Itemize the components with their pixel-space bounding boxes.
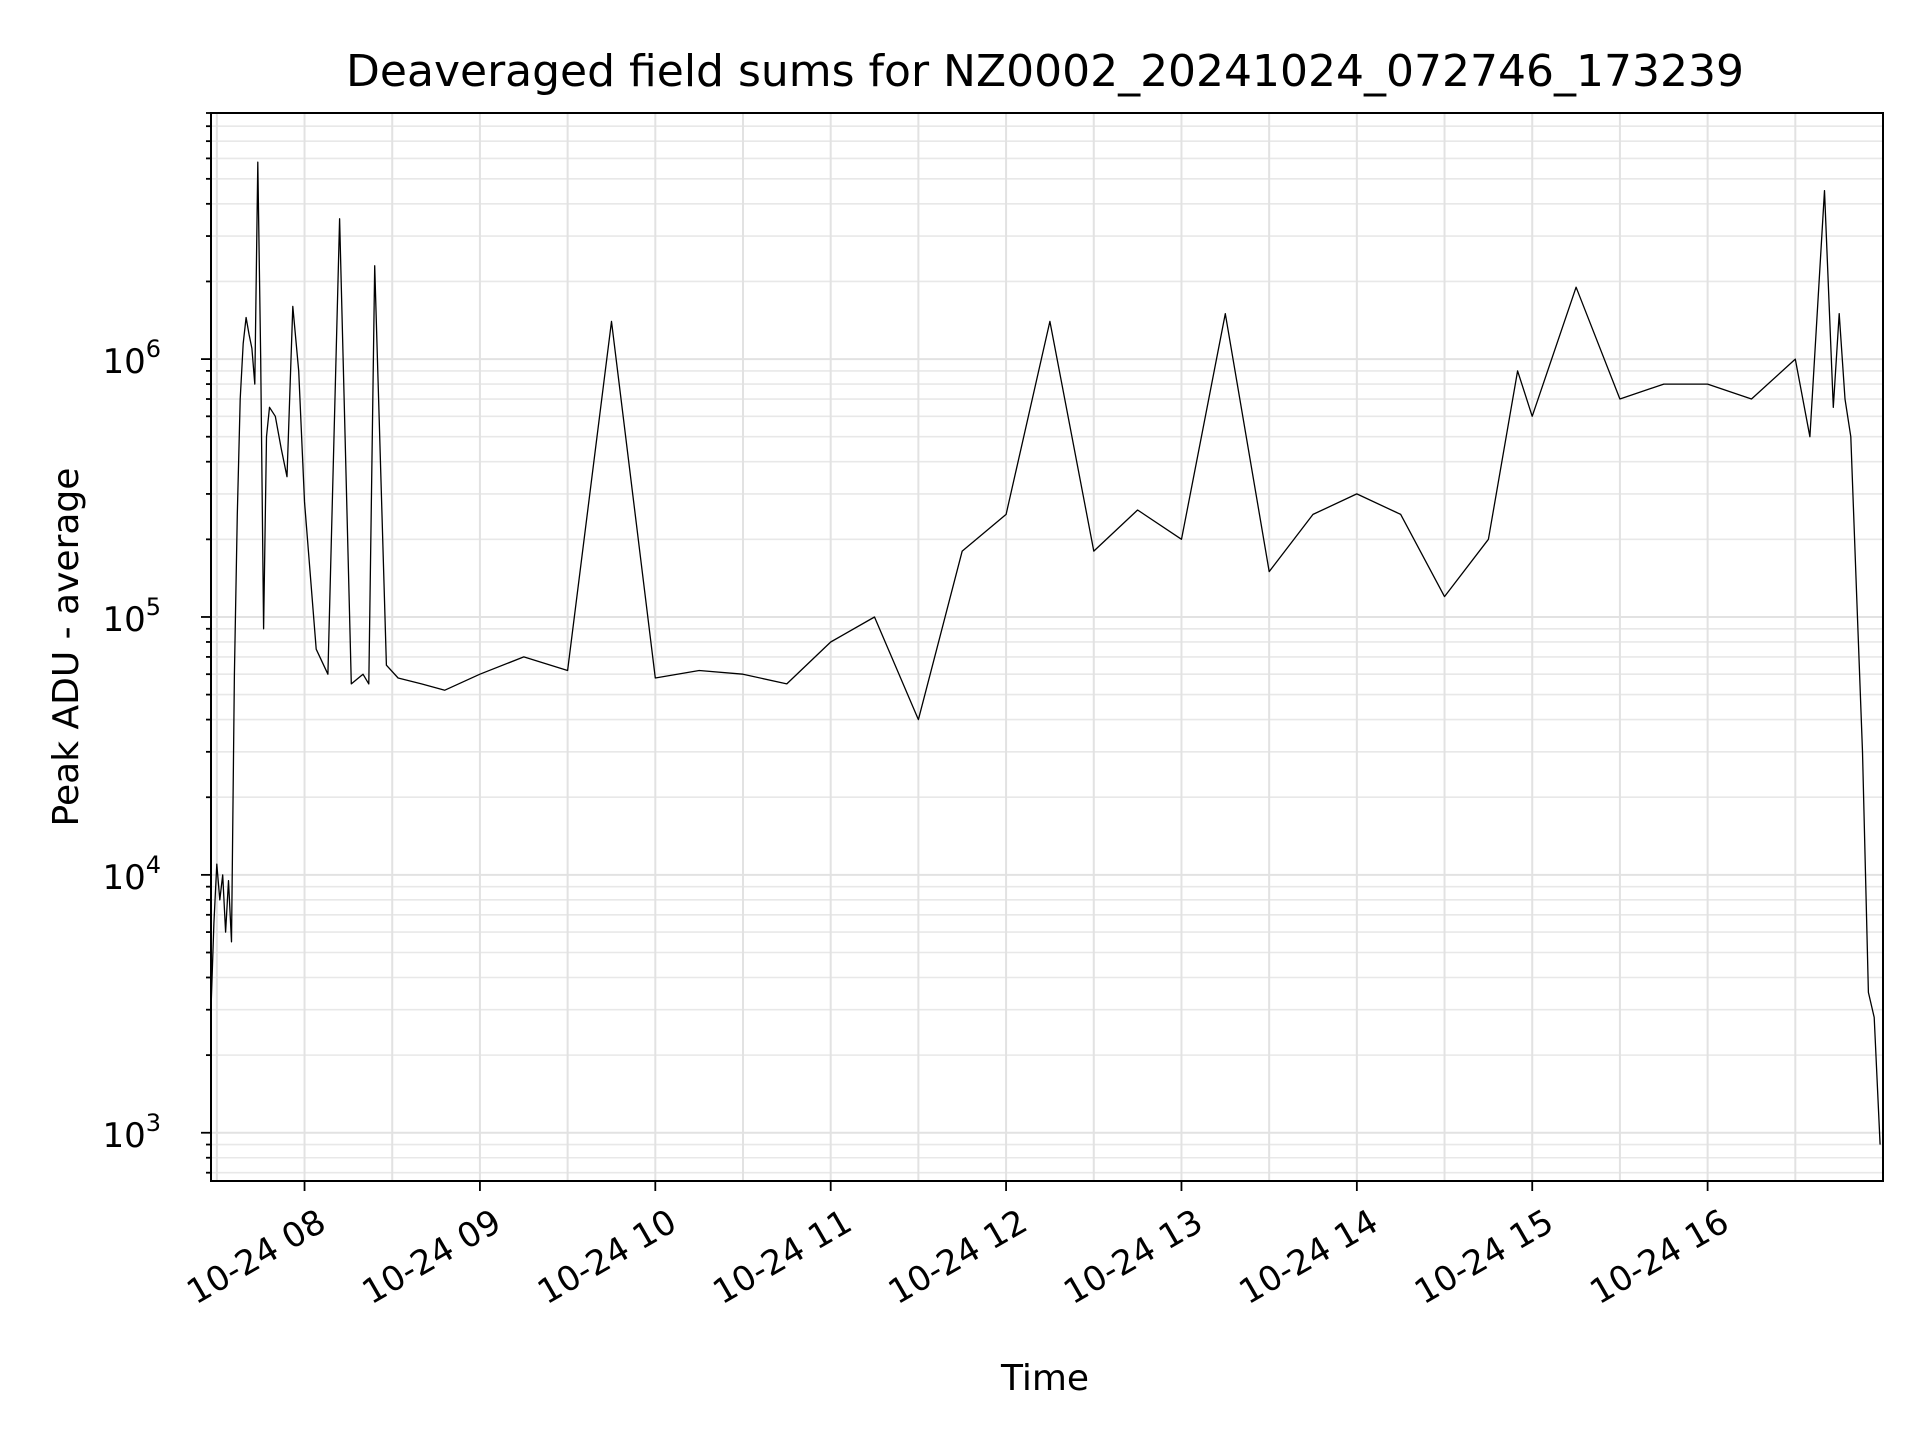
axis-ticks — [201, 112, 1709, 1191]
grid — [211, 112, 1884, 1181]
chart-title: Deaveraged field sums for NZ0002_2024102… — [346, 46, 1744, 97]
x-tick-label: 10-24 11 — [706, 1202, 858, 1313]
y-tick-label: 103 — [102, 1109, 161, 1156]
y-axis-label: Peak ADU - average — [46, 468, 87, 827]
x-tick-label: 10-24 12 — [882, 1202, 1034, 1313]
x-tick-label: 10-24 13 — [1057, 1202, 1209, 1313]
x-axis-label: Time — [1000, 1358, 1089, 1399]
x-tick-label: 10-24 09 — [356, 1202, 508, 1313]
x-tick-labels: 10-24 08 10-24 09 10-24 10 10-24 11 10-24 12… — [180, 1202, 1735, 1313]
y-tick-labels: 103 104 105 106 — [102, 335, 161, 1156]
y-tick-label: 105 — [102, 593, 161, 640]
x-tick-label: 10-24 14 — [1233, 1202, 1385, 1313]
x-tick-label: 10-24 10 — [531, 1202, 683, 1313]
x-tick-label: 10-24 08 — [180, 1202, 332, 1313]
y-tick-label: 106 — [102, 335, 161, 382]
y-tick-label: 104 — [102, 851, 161, 898]
plot-frame — [210, 112, 1884, 1182]
x-tick-label: 10-24 16 — [1583, 1202, 1735, 1313]
x-tick-label: 10-24 15 — [1408, 1202, 1560, 1313]
series-line — [210, 161, 1881, 1145]
